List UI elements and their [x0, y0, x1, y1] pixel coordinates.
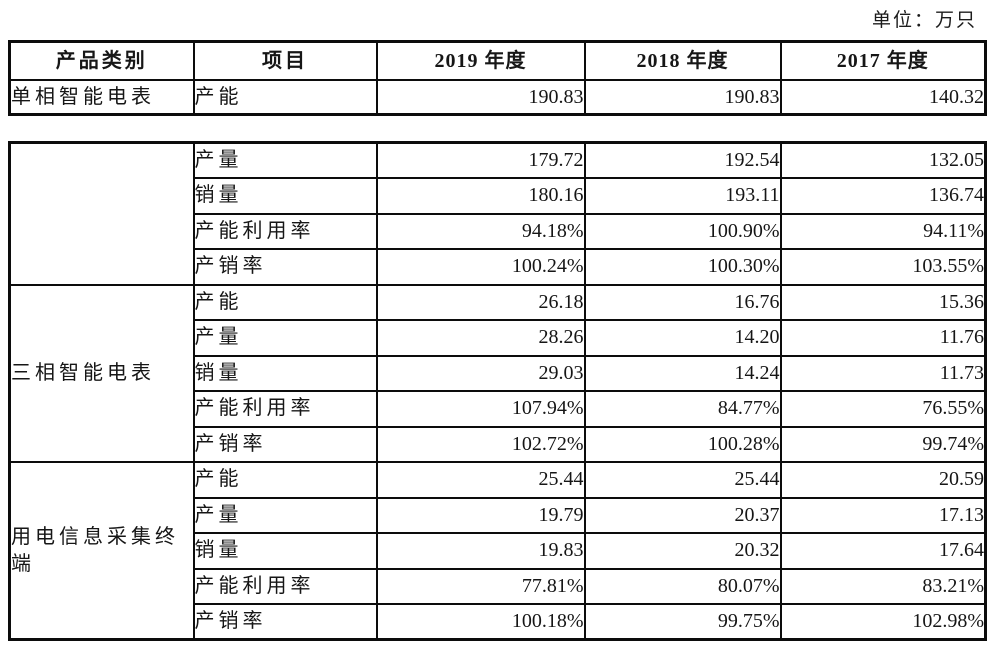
item-cell: 产销率 [192, 603, 378, 641]
value-cell-2019: 107.94% [375, 390, 586, 428]
table-row: 产销率 100.24% 100.30% 103.55% [10, 248, 987, 286]
value-cell-2017: 94.11% [779, 212, 987, 250]
value-cell-2019: 19.83 [375, 532, 586, 570]
value-cell-2017: 17.64 [779, 532, 987, 570]
item-cell: 产量 [192, 319, 378, 357]
value-cell-2017: 102.98% [779, 603, 987, 641]
value-cell-2019: 26.18 [375, 283, 586, 321]
table-row: 单相智能电表 产能 190.83 190.83 140.32 [8, 79, 987, 116]
table-row: 销量 180.16 193.11 136.74 [10, 177, 987, 215]
value-cell-2019: 102.72% [375, 425, 586, 463]
value-cell-2018: 20.37 [583, 496, 782, 534]
item-cell: 产销率 [192, 248, 378, 286]
category-cell-empty [8, 141, 195, 286]
item-cell: 销量 [192, 177, 378, 215]
value-cell-2018: 80.07% [583, 567, 782, 605]
item-cell: 产量 [192, 496, 378, 534]
value-cell-2017: 76.55% [779, 390, 987, 428]
item-cell: 产能 [192, 79, 378, 116]
value-cell-2018: 100.30% [583, 248, 782, 286]
value-cell-2018: 14.24 [583, 354, 782, 392]
value-cell-2018: 100.90% [583, 212, 782, 250]
table-row: 产销率 102.72% 100.28% 99.74% [10, 425, 987, 463]
table-row: 产量 19.79 20.37 17.13 [10, 496, 987, 534]
value-cell-2018: 100.28% [583, 425, 782, 463]
table-row: 产能利用率 77.81% 80.07% 83.21% [10, 567, 987, 605]
table-row: 销量 29.03 14.24 11.73 [10, 354, 987, 392]
value-cell-2017: 20.59 [779, 461, 987, 499]
unit-label: 单位：万只 [871, 10, 977, 31]
value-cell-2019: 94.18% [375, 212, 586, 250]
item-cell: 销量 [192, 354, 378, 392]
value-cell-2017: 11.73 [779, 354, 987, 392]
item-cell: 产销率 [192, 425, 378, 463]
value-cell-2018: 99.75% [583, 603, 782, 641]
value-cell-2019: 179.72 [375, 141, 586, 179]
value-cell-2017: 11.76 [779, 319, 987, 357]
value-cell-2018: 193.11 [583, 177, 782, 215]
table-row: 产能利用率 94.18% 100.90% 94.11% [10, 212, 987, 250]
value-cell-2017: 132.05 [779, 141, 987, 179]
value-cell-2019: 77.81% [375, 567, 586, 605]
value-cell-2019: 100.24% [375, 248, 586, 286]
value-cell-2019: 19.79 [375, 496, 586, 534]
category-cell: 用电信息采集终端 [8, 461, 195, 641]
value-cell-2017: 83.21% [779, 567, 987, 605]
item-cell: 产能利用率 [192, 567, 378, 605]
table-row: 三相智能电表 产能 26.18 16.76 15.36 [8, 283, 987, 463]
category-cell: 三相智能电表 [8, 283, 195, 463]
value-cell-2019: 29.03 [375, 354, 586, 392]
value-cell-2019: 25.44 [375, 461, 586, 499]
category-cell: 单相智能电表 [8, 79, 195, 116]
table-row: 销量 19.83 20.32 17.64 [10, 532, 987, 570]
value-cell-2018: 16.76 [583, 283, 782, 321]
item-cell: 产能 [192, 283, 378, 321]
table-row: 产量 179.72 192.54 132.05 [8, 141, 987, 286]
value-cell-2017: 103.55% [779, 248, 987, 286]
col-header-2017: 2017 年度 [779, 40, 987, 81]
value-cell-2017: 15.36 [779, 283, 987, 321]
table-row: 用电信息采集终端 产能 25.44 25.44 20.59 [8, 461, 987, 641]
col-header-2019: 2019 年度 [375, 40, 586, 81]
value-cell-2018: 14.20 [583, 319, 782, 357]
table-row: 产能利用率 107.94% 84.77% 76.55% [10, 390, 987, 428]
item-cell: 产能利用率 [192, 390, 378, 428]
production-table-part1: 产品类别 项目 2019 年度 2018 年度 2017 年度 单相智能电表 产… [8, 40, 987, 116]
value-cell-2019: 190.83 [375, 79, 586, 116]
value-cell-2017: 17.13 [779, 496, 987, 534]
value-cell-2017: 140.32 [779, 79, 987, 116]
value-cell-2018: 192.54 [583, 141, 782, 179]
header-row: 产品类别 项目 2019 年度 2018 年度 2017 年度 [8, 40, 987, 81]
col-header-category: 产品类别 [8, 40, 195, 81]
value-cell-2018: 84.77% [583, 390, 782, 428]
value-cell-2019: 28.26 [375, 319, 586, 357]
item-cell: 销量 [192, 532, 378, 570]
table-row: 产量 28.26 14.20 11.76 [10, 319, 987, 357]
col-header-item: 项目 [192, 40, 378, 81]
value-cell-2017: 136.74 [779, 177, 987, 215]
value-cell-2017: 99.74% [779, 425, 987, 463]
value-cell-2018: 25.44 [583, 461, 782, 499]
table-row: 产销率 100.18% 99.75% 102.98% [10, 603, 987, 641]
value-cell-2018: 190.83 [583, 79, 782, 116]
value-cell-2019: 100.18% [375, 603, 586, 641]
item-cell: 产量 [192, 141, 378, 179]
col-header-2018: 2018 年度 [583, 40, 782, 81]
value-cell-2019: 180.16 [375, 177, 586, 215]
item-cell: 产能 [192, 461, 378, 499]
value-cell-2018: 20.32 [583, 532, 782, 570]
item-cell: 产能利用率 [192, 212, 378, 250]
production-table-part2: 产量 179.72 192.54 132.05 销量 180.16 193.11… [8, 141, 987, 641]
